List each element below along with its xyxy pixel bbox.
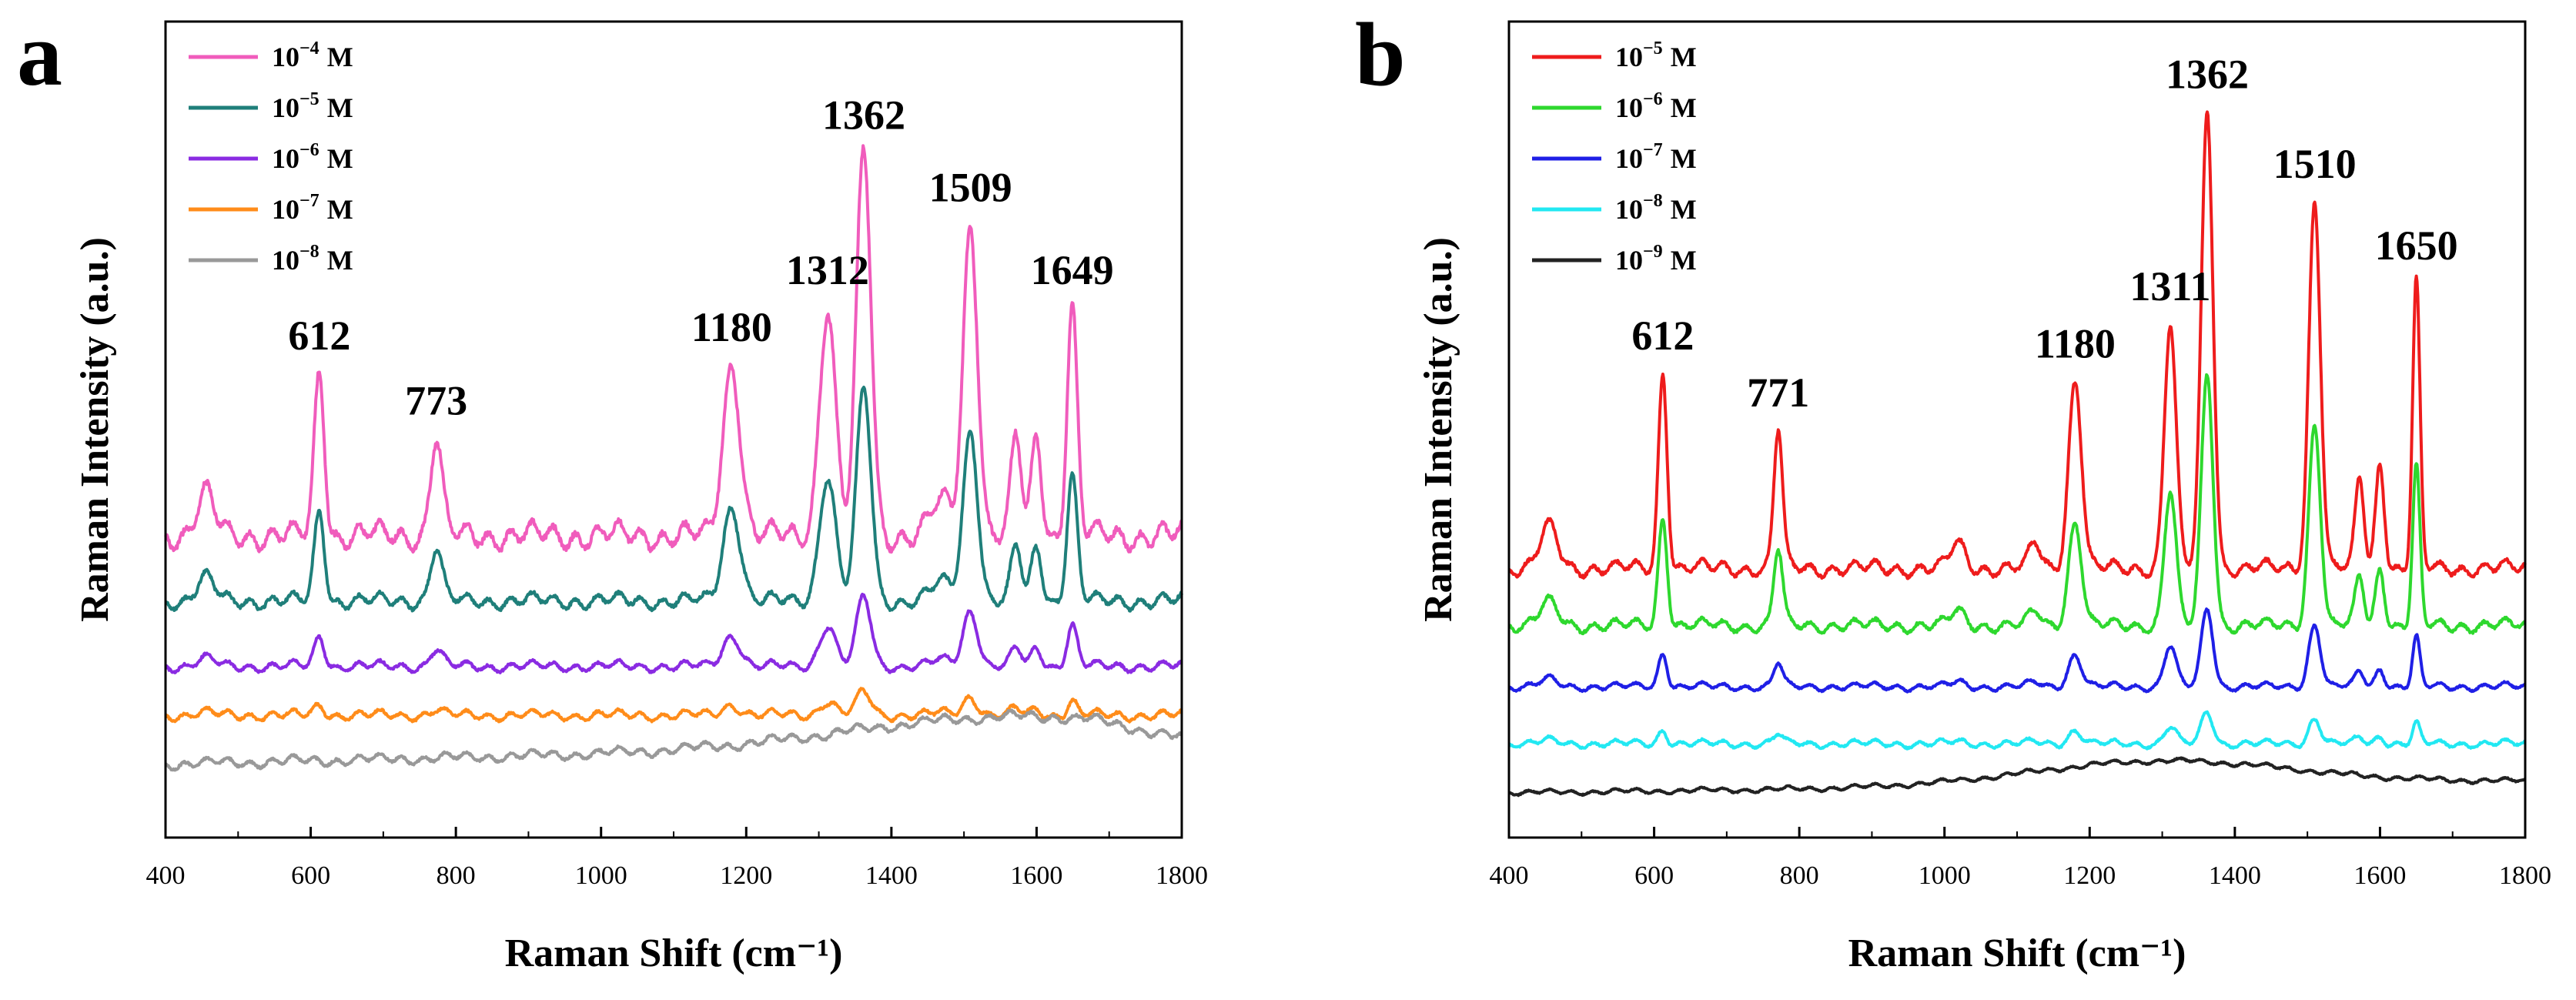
- peak-label: 1362: [2166, 52, 2249, 98]
- series-line-4: [1507, 756, 2527, 798]
- legend-entry: 10−8 M: [272, 242, 353, 276]
- peak-label: 1509: [929, 165, 1012, 211]
- peak-label: 1312: [786, 247, 869, 293]
- legend-entry: 10−4 M: [272, 38, 353, 72]
- panel-letter: a: [17, 4, 62, 105]
- x-tick-label: 400: [1490, 861, 1529, 890]
- x-tick-label: 1400: [2209, 861, 2261, 890]
- x-tick-label: 400: [146, 861, 186, 890]
- chart-panel-a: a 400 600 800 1000 1200 1400 1600 1800 Raman Shif…: [17, 4, 1208, 975]
- legend: 10−5 M 10−6 M 10−7 M 10−8 M 10−9 M: [1532, 38, 1697, 276]
- peak-label: 773: [405, 378, 467, 424]
- y-axis-title: Raman Intensity (a.u.): [1417, 237, 1460, 622]
- x-tick-label: 1200: [720, 861, 772, 890]
- legend-entry: 10−8 M: [1615, 191, 1697, 225]
- x-tick-label: 600: [291, 861, 330, 890]
- series-line-3: [164, 687, 1183, 724]
- peak-label: 612: [1631, 313, 1694, 359]
- legend-entry: 10−9 M: [1615, 242, 1697, 276]
- series-line-0: [164, 144, 1183, 554]
- series-line-3: [1507, 710, 2527, 751]
- series-line-2: [1507, 607, 2527, 694]
- x-tick-label: 600: [1634, 861, 1674, 890]
- x-axis-title: Raman Shift (cm⁻¹): [1848, 931, 2186, 975]
- peak-label: 612: [288, 313, 350, 359]
- x-tick-label: 1600: [1010, 861, 1062, 890]
- series-line-2: [164, 593, 1183, 674]
- peak-label: 1510: [2273, 141, 2357, 187]
- series-line-4: [164, 708, 1183, 772]
- peak-label: 771: [1747, 370, 1809, 416]
- y-axis-title: Raman Intensity (a.u.): [73, 237, 117, 622]
- peak-label: 1362: [822, 92, 905, 139]
- panel-letter: b: [1355, 4, 1406, 105]
- legend-entry: 10−7 M: [272, 191, 353, 225]
- legend-entry: 10−6 M: [272, 140, 353, 174]
- x-tick-label: 1400: [865, 861, 918, 890]
- peak-label: 1311: [2129, 263, 2210, 309]
- x-axis-title: Raman Shift (cm⁻¹): [505, 931, 843, 975]
- x-tick-label: 800: [437, 861, 476, 890]
- x-tick-label: 1600: [2354, 861, 2406, 890]
- peak-label: 1180: [691, 304, 772, 350]
- x-tick-label: 1800: [1156, 861, 1208, 890]
- legend-entry: 10−7 M: [1615, 140, 1697, 174]
- x-tick-label: 1000: [1919, 861, 1971, 890]
- x-tick-label: 1800: [2499, 861, 2551, 890]
- x-tick-label: 1000: [575, 861, 627, 890]
- peak-label: 1180: [2035, 320, 2116, 366]
- series-line-0: [1507, 110, 2527, 580]
- peak-label: 1650: [2375, 222, 2458, 269]
- x-tick-label: 800: [1780, 861, 1819, 890]
- legend-entry: 10−5 M: [272, 89, 353, 123]
- chart-panel-b: b 400 600 800 1000 1200 1400 1600 1800 Raman Shif…: [1355, 4, 2551, 975]
- series-line-1: [1507, 373, 2527, 636]
- peak-label: 1649: [1031, 247, 1114, 293]
- x-tick-label: 1200: [2063, 861, 2116, 890]
- series-line-1: [164, 386, 1183, 613]
- legend-entry: 10−6 M: [1615, 89, 1697, 123]
- legend-entry: 10−5 M: [1615, 38, 1697, 72]
- legend: 10−4 M 10−5 M 10−6 M 10−7 M 10−8 M: [189, 38, 353, 276]
